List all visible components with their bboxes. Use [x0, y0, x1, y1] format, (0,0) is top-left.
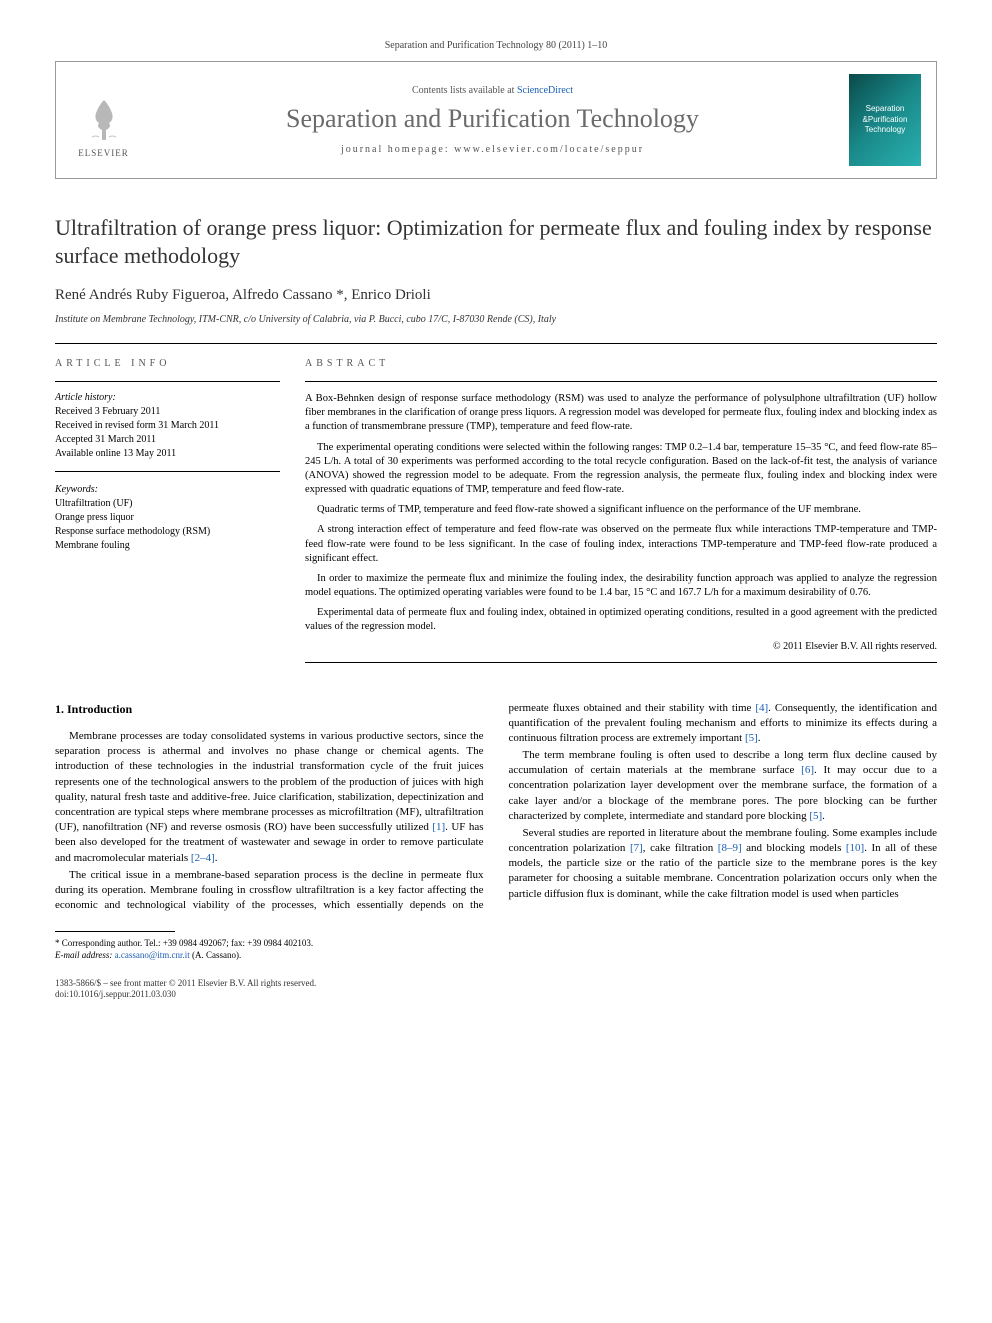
corresponding-author-footnote: * Corresponding author. Tel.: +39 0984 4…: [55, 938, 937, 961]
abstract-paragraph: A Box-Behnken design of response surface…: [305, 392, 937, 435]
doi-line: doi:10.1016/j.seppur.2011.03.030: [55, 989, 937, 1001]
authors-line: René Andrés Ruby Figueroa, Alfredo Cassa…: [55, 287, 937, 304]
keyword-item: Orange press liquor: [55, 511, 280, 525]
abstract-paragraph: A strong interaction effect of temperatu…: [305, 523, 937, 566]
history-item: Accepted 31 March 2011: [55, 433, 280, 447]
journal-name: Separation and Purification Technology: [151, 104, 834, 134]
history-label: Article history:: [55, 392, 280, 403]
homepage-url: www.elsevier.com/locate/seppur: [454, 144, 644, 155]
body-paragraph: Several studies are reported in literatu…: [509, 826, 938, 902]
masthead-center: Contents lists available at ScienceDirec…: [151, 85, 834, 155]
article-info-block: ARTICLE INFO Article history: Received 3…: [55, 343, 937, 673]
corr-email-link[interactable]: a.cassano@itm.cnr.it: [115, 950, 190, 960]
citation-header: Separation and Purification Technology 8…: [55, 40, 937, 51]
cover-text: Separation &Purification Technology: [863, 104, 908, 135]
cover-line2: &Purification: [863, 115, 908, 125]
abstract-divider: [305, 381, 937, 382]
abstract-paragraph: The experimental operating conditions we…: [305, 441, 937, 498]
homepage-prefix: journal homepage:: [341, 144, 454, 155]
keywords-label: Keywords:: [55, 484, 280, 495]
footnote-separator: [55, 931, 175, 932]
article-info-left: ARTICLE INFO Article history: Received 3…: [55, 358, 280, 673]
body-section: 1. Introduction Membrane processes are t…: [55, 701, 937, 1001]
article-info-heading: ARTICLE INFO: [55, 358, 280, 369]
cover-line3: Technology: [863, 125, 908, 135]
section-heading-introduction: 1. Introduction: [55, 701, 484, 718]
email-label: E-mail address:: [55, 950, 112, 960]
elsevier-tree-icon: [84, 95, 124, 145]
sciencedirect-link[interactable]: ScienceDirect: [517, 85, 573, 96]
history-item: Available online 13 May 2011: [55, 447, 280, 461]
abstract-divider: [305, 662, 937, 663]
info-divider: [55, 471, 280, 472]
abstract-text: A Box-Behnken design of response surface…: [305, 392, 937, 635]
article-title: Ultrafiltration of orange press liquor: …: [55, 214, 937, 269]
bottom-meta: 1383-5866/$ – see front matter © 2011 El…: [55, 978, 937, 1001]
info-divider: [55, 381, 280, 382]
body-paragraph: Membrane processes are today consolidate…: [55, 729, 484, 866]
body-paragraph: The term membrane fouling is often used …: [509, 748, 938, 824]
abstract-paragraph: In order to maximize the permeate flux a…: [305, 572, 937, 600]
cover-line1: Separation: [863, 104, 908, 114]
affiliation: Institute on Membrane Technology, ITM-CN…: [55, 314, 937, 325]
elsevier-logo: ELSEVIER: [71, 83, 136, 158]
journal-homepage-line: journal homepage: www.elsevier.com/locat…: [151, 144, 834, 155]
body-columns: 1. Introduction Membrane processes are t…: [55, 701, 937, 914]
corr-name: (A. Cassano).: [192, 950, 241, 960]
abstract-paragraph: Experimental data of permeate flux and f…: [305, 606, 937, 634]
corr-email-line: E-mail address: a.cassano@itm.cnr.it (A.…: [55, 950, 937, 962]
history-item: Received 3 February 2011: [55, 405, 280, 419]
journal-masthead: ELSEVIER Contents lists available at Sci…: [55, 61, 937, 179]
elsevier-wordmark: ELSEVIER: [78, 148, 129, 158]
keyword-item: Membrane fouling: [55, 539, 280, 553]
keyword-item: Response surface methodology (RSM): [55, 525, 280, 539]
contents-prefix: Contents lists available at: [412, 85, 517, 96]
abstract-heading: ABSTRACT: [305, 358, 937, 369]
keyword-item: Ultrafiltration (UF): [55, 497, 280, 511]
abstract-paragraph: Quadratic terms of TMP, temperature and …: [305, 503, 937, 517]
abstract-block: ABSTRACT A Box-Behnken design of respons…: [305, 358, 937, 673]
journal-cover-thumb: Separation &Purification Technology: [849, 74, 921, 166]
history-item: Received in revised form 31 March 2011: [55, 419, 280, 433]
corr-author-line: * Corresponding author. Tel.: +39 0984 4…: [55, 938, 937, 950]
abstract-copyright: © 2011 Elsevier B.V. All rights reserved…: [305, 641, 937, 652]
contents-available-line: Contents lists available at ScienceDirec…: [151, 85, 834, 96]
issn-line: 1383-5866/$ – see front matter © 2011 El…: [55, 978, 937, 990]
